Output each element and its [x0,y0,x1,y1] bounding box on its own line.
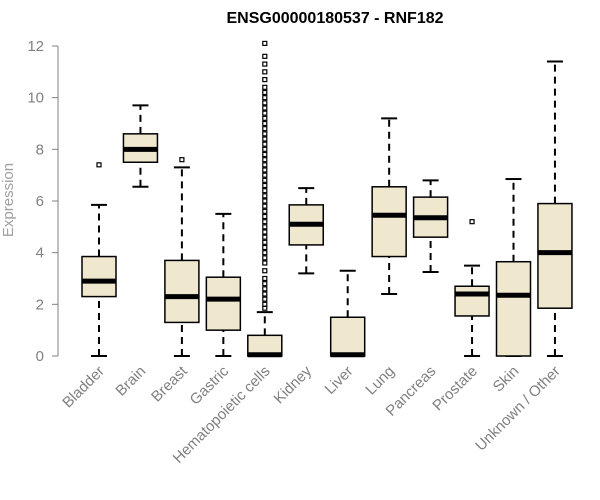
outlier-point [262,193,268,199]
outlier-point [262,53,268,59]
box-liver [329,269,366,358]
outlier-point [262,239,268,245]
outlier-point [262,281,268,287]
outlier-point [262,224,268,230]
iqr-box [495,260,532,357]
y-tick-label: 6 [36,193,44,210]
outlier-point [262,136,268,142]
outlier-point [262,229,268,235]
iqr-box [537,202,573,309]
x-category-label: Brain [112,363,149,400]
box-unknown-other [537,60,573,357]
box-prostate [454,219,490,357]
outlier-point [469,219,475,225]
outlier-point [262,255,268,261]
outlier-point [262,219,268,225]
outlier-point [262,110,268,116]
x-category-label: Breast [148,362,191,405]
box-kidney [288,187,324,275]
chart-title: ENSG00000180537 - RNF182 [226,10,443,27]
outlier-point [262,141,268,147]
outlier-point [262,167,268,173]
iqr-box [164,259,200,324]
outlier-point [262,260,268,266]
x-category-label: Skin [490,363,523,396]
box-skin [495,178,532,357]
outlier-point [262,177,268,183]
iqr-box [454,285,490,317]
y-tick-label: 0 [36,348,44,365]
y-tick-label: 4 [36,245,44,262]
outlier-point [262,120,268,127]
box-brain [122,104,159,188]
y-tick-label: 8 [36,141,44,158]
iqr-box [205,276,242,331]
outlier-point [262,61,268,67]
outlier-point [262,172,268,178]
outlier-point [262,250,268,256]
outlier-point [262,198,268,204]
box-lung [371,117,407,295]
x-category-label: Bladder [59,363,108,412]
outlier-point [262,95,268,101]
y-tick-label: 2 [36,296,44,313]
outlier-point [262,296,268,302]
outlier-point [262,234,268,240]
outlier-point [262,275,268,282]
x-category-label: Prostate [429,363,481,415]
outlier-point [262,151,268,158]
outlier-point [262,76,268,83]
outlier-point [262,126,268,132]
outlier-point [262,203,268,209]
outlier-point [262,69,268,75]
outlier-point [262,213,268,220]
box-pancreas [412,179,449,274]
outlier-point [262,115,268,121]
y-tick-label: 10 [27,90,44,107]
outlier-point [96,162,102,168]
outlier-point [262,84,268,90]
outlier-point [262,162,268,168]
outlier-point [262,131,268,137]
iqr-box [371,186,407,258]
outlier-point [262,40,268,47]
outlier-point [262,208,268,214]
x-category-label: Kidney [271,362,316,407]
box-hematopoietic-cells [247,40,283,358]
outlier-point [262,182,268,189]
iqr-box [329,316,366,357]
outlier-point [179,157,185,163]
iqr-box [81,255,117,298]
box-gastric [205,212,242,357]
x-category-label: Liver [322,363,357,398]
box-breast [164,157,200,357]
y-axis: 0 2 4 6 8 10 12 [27,38,59,365]
outlier-point [262,188,268,194]
outlier-point [262,291,268,297]
y-axis-title: Expression [0,163,17,237]
outlier-point [262,268,268,274]
outlier-point [262,146,268,152]
x-category-label: Lung [362,363,398,399]
outlier-point [262,286,268,292]
outlier-point [262,157,268,163]
boxes-layer [81,40,573,358]
outlier-point [262,100,268,106]
y-tick-label: 12 [27,38,44,55]
outlier-point [262,301,268,307]
outlier-point [262,89,268,96]
box-bladder [81,162,117,357]
outlier-point [262,244,268,251]
outlier-point [262,105,268,111]
